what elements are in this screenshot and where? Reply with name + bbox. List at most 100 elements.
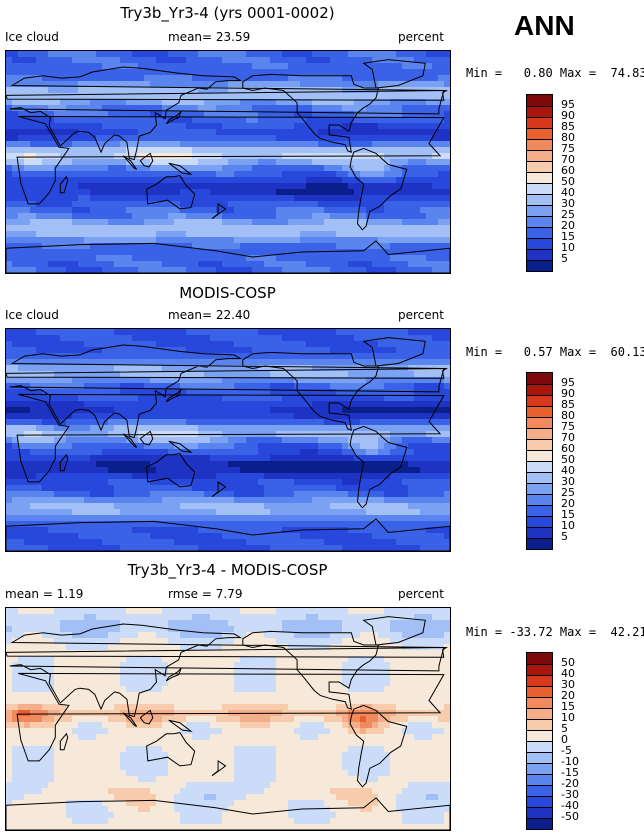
colorbar-tick-label: 70 xyxy=(561,153,575,166)
panel-2-min-max: Min = 0.57 Max = 60.13 xyxy=(466,345,644,359)
colorbar-swatch xyxy=(527,95,552,106)
panel-2-title: MODIS-COSP xyxy=(179,284,276,302)
colorbar-tick-label: 50 xyxy=(561,656,575,669)
panel-1-mean-label: mean= 23.59 xyxy=(168,30,251,44)
colorbar-swatch xyxy=(527,472,552,483)
colorbar-tick-label: 85 xyxy=(561,120,575,133)
colorbar-tick-label: 15 xyxy=(561,230,575,243)
colorbar-tick-label: 10 xyxy=(561,519,575,532)
colorbar-tick-label: 50 xyxy=(561,175,575,188)
coastline xyxy=(168,719,193,733)
panel-3-title: Try3b_Yr3-4 - MODIS-COSP xyxy=(127,561,328,579)
coastline xyxy=(349,704,408,788)
coastline xyxy=(16,393,445,483)
colorbar-tick-label: 15 xyxy=(561,508,575,521)
colorbar-tick-label: 80 xyxy=(561,409,575,422)
coastline xyxy=(6,89,449,101)
colorbar-tick-label: 5 xyxy=(561,722,568,735)
colorbar-swatch xyxy=(527,807,552,818)
colorbar-swatch xyxy=(527,183,552,194)
coastline xyxy=(59,453,69,472)
colorbar-swatch xyxy=(527,516,552,527)
colorbar-swatch xyxy=(527,719,552,730)
colorbar-tick-label: 60 xyxy=(561,164,575,177)
colorbar-swatch xyxy=(527,653,552,664)
colorbar-tick-label: 95 xyxy=(561,376,575,389)
panel-1-units-label: percent xyxy=(398,30,444,44)
colorbar-tick-label: 40 xyxy=(561,667,575,680)
colorbar-swatch xyxy=(527,216,552,227)
colorbar-tick-label: 50 xyxy=(561,453,575,466)
panel-1-colorbar xyxy=(526,94,553,272)
colorbar-swatch xyxy=(527,450,552,461)
coastline xyxy=(242,73,380,153)
coastline xyxy=(211,202,227,220)
coastline xyxy=(59,175,69,194)
colorbar-tick-label: 75 xyxy=(561,420,575,433)
panel-2-units-label: percent xyxy=(398,308,444,322)
colorbar-tick-label: 80 xyxy=(561,131,575,144)
coastline xyxy=(362,337,426,367)
colorbar-tick-label: -10 xyxy=(561,755,579,768)
colorbar-swatch xyxy=(527,538,552,549)
colorbar-swatch xyxy=(527,384,552,395)
colorbar-swatch xyxy=(527,139,552,150)
colorbar-swatch xyxy=(527,461,552,472)
colorbar-swatch xyxy=(527,818,552,829)
colorbar-swatch xyxy=(527,238,552,249)
colorbar-swatch xyxy=(527,675,552,686)
coastline xyxy=(165,668,182,682)
colorbar-swatch xyxy=(527,527,552,538)
colorbar-swatch xyxy=(527,172,552,183)
colorbar-swatch xyxy=(527,730,552,741)
colorbar-tick-label: 25 xyxy=(561,208,575,221)
season-label: ANN xyxy=(514,10,575,41)
colorbar-tick-label: 60 xyxy=(561,442,575,455)
colorbar-tick-label: 20 xyxy=(561,689,575,702)
colorbar-tick-label: 10 xyxy=(561,241,575,254)
colorbar-tick-label: 10 xyxy=(561,711,575,724)
colorbar-swatch xyxy=(527,150,552,161)
colorbar-swatch xyxy=(527,774,552,785)
coastline xyxy=(165,389,182,403)
colorbar-tick-label: 40 xyxy=(561,464,575,477)
coastline xyxy=(242,630,380,710)
colorbar-swatch xyxy=(527,395,552,406)
colorbar-tick-label: -15 xyxy=(561,766,579,779)
panel-3-map xyxy=(5,607,451,831)
colorbar-tick-label: -30 xyxy=(561,788,579,801)
panel-3-units-label: percent xyxy=(398,587,444,601)
coastline xyxy=(9,623,445,718)
colorbar-tick-label: 95 xyxy=(561,98,575,111)
colorbar-swatch xyxy=(527,763,552,774)
colorbar-tick-label: 30 xyxy=(561,197,575,210)
panel-2-variable-label: Ice cloud xyxy=(5,308,59,322)
coastline xyxy=(122,712,138,727)
colorbar-tick-label: 75 xyxy=(561,142,575,155)
colorbar-swatch xyxy=(527,194,552,205)
panel-3-colorbar xyxy=(526,652,553,830)
coastline xyxy=(211,759,227,777)
coastline xyxy=(9,344,445,439)
panel-3-min-max: Min = -33.72 Max = 42.21 xyxy=(466,625,644,639)
map-canvas xyxy=(6,329,450,551)
colorbar-swatch xyxy=(527,785,552,796)
coastline xyxy=(349,425,408,509)
coastline xyxy=(349,147,408,231)
panel-1-title: Try3b_Yr3-4 (yrs 0001-0002) xyxy=(120,4,335,22)
colorbar-swatch xyxy=(527,483,552,494)
colorbar-swatch xyxy=(527,697,552,708)
colorbar-swatch xyxy=(527,161,552,172)
colorbar-swatch xyxy=(527,494,552,505)
colorbar-tick-label: 20 xyxy=(561,497,575,510)
colorbar-swatch xyxy=(527,686,552,697)
colorbar-swatch xyxy=(527,796,552,807)
colorbar-swatch xyxy=(527,708,552,719)
coastline xyxy=(122,433,138,448)
coastline xyxy=(59,732,69,751)
colorbar-swatch xyxy=(527,741,552,752)
coastline xyxy=(6,646,449,658)
coastline xyxy=(122,155,138,170)
coastline xyxy=(6,240,450,273)
colorbar-tick-label: -5 xyxy=(561,744,572,757)
